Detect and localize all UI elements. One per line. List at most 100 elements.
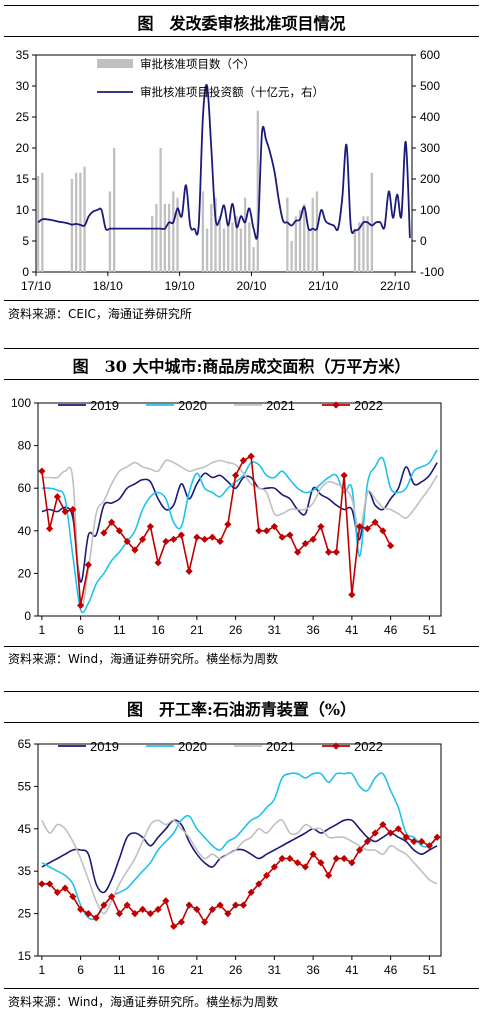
chart3-series-2022-point — [84, 910, 92, 918]
chart3-series-2022-point — [394, 825, 402, 833]
chart3-series-2022-point — [294, 859, 302, 867]
chart1-bar — [243, 197, 247, 272]
chart1-right-tick-label: 0 — [420, 234, 427, 248]
chart3-series-2022-point — [100, 901, 108, 909]
chart2-series-2022-point — [177, 531, 185, 539]
chart2-x-tick-label: 6 — [77, 623, 84, 637]
chart1-bar — [235, 216, 238, 272]
chart3-x-tick-label: 16 — [151, 963, 165, 977]
chart2-series-2022-point — [332, 548, 340, 556]
chart3-series-2022-point — [239, 901, 247, 909]
chart2-series-2022-point — [123, 537, 131, 546]
chart1-bar — [298, 210, 302, 272]
chart2-series-2022-point — [201, 535, 209, 543]
chart1-right-tick-label: 500 — [420, 79, 440, 93]
chart2-source: 资料来源：Wind，海通证券研究所。横坐标为周数 — [8, 652, 279, 666]
chart1-right-tick-label: -100 — [420, 265, 444, 279]
chart3-y-tick-label: 15 — [18, 949, 32, 963]
chart1-bar — [74, 172, 78, 272]
chart1-left-tick-label: 20 — [16, 141, 30, 155]
chart1-bar — [83, 166, 86, 272]
chart1-bar — [36, 175, 40, 272]
chart3-series-2022-point — [123, 901, 131, 909]
chart2-series-2022-point — [371, 518, 379, 526]
chart2-series-2022-point — [170, 535, 178, 543]
chart1-bar — [307, 228, 310, 272]
chart3-series-2022-point — [325, 871, 333, 880]
chart3-x-tick-label: 31 — [268, 963, 282, 977]
chart3-series-2022-line — [41, 823, 438, 928]
chart2-series-2022-point — [286, 531, 294, 539]
chart3-series-2022-point — [332, 854, 340, 863]
chart1-left-tick-label: 25 — [16, 110, 30, 124]
chart1-bar — [290, 241, 293, 272]
chart1-bar — [112, 148, 116, 272]
chart2-series-2022-point — [69, 505, 77, 514]
chart3-y-tick-label: 65 — [18, 737, 32, 751]
chart3-series-2022-point — [170, 922, 178, 930]
chart2-series-2022-point — [239, 456, 247, 465]
chart2-series-2022-point — [162, 537, 170, 546]
chart1-x-tick-label: 20/10 — [236, 279, 266, 293]
chart2-series-2022-point — [208, 533, 216, 541]
chart1-bar — [205, 228, 209, 272]
chart2-series-2022-point — [53, 493, 61, 501]
chart3-series-2022-point — [154, 905, 162, 913]
chart2-series-2022-point — [108, 518, 116, 526]
chart2-series-2022-line — [103, 455, 392, 595]
chart2-series-2022-point — [317, 522, 325, 531]
chart3-y-tick-label: 45 — [18, 822, 32, 836]
chart1-bar — [163, 203, 167, 272]
chart1-left-tick-label: 15 — [16, 172, 30, 186]
panel2-source-rule — [4, 646, 479, 647]
chart3-series-2022-point — [425, 842, 433, 850]
chart3-y-tick-label: 55 — [18, 779, 32, 793]
chart2-series-2022-point — [224, 520, 232, 529]
chart3-x-tick-label: 41 — [345, 963, 359, 977]
chart2-series-2022-point — [309, 535, 317, 543]
chart1-legend-bar-label: 审批核准项目数（个） — [140, 57, 255, 71]
chart1-bar — [201, 191, 205, 272]
chart2-legend-marker-2022 — [332, 401, 340, 409]
chart1-bar — [311, 197, 314, 272]
chart2-series-2022-point — [46, 525, 54, 533]
chart3-series-2022-point — [216, 901, 224, 909]
chart1-left-tick-label: 5 — [22, 234, 29, 248]
chart2-legend-label-2022: 2022 — [354, 398, 383, 413]
chart1-bar — [155, 203, 158, 272]
chart2-y-tick-label: 40 — [18, 524, 32, 538]
chart3-series-2022-point — [92, 914, 100, 922]
chart3-legend-label-2022: 2022 — [354, 739, 383, 754]
chart2-series-2019-line — [41, 462, 438, 583]
chart2-y-tick-label: 60 — [18, 481, 32, 495]
chart2-legend-label-2019: 2019 — [90, 398, 119, 413]
chart1-right-tick-label: 400 — [420, 110, 440, 124]
chart2-series-2022-point — [247, 452, 255, 460]
chart3-x-tick-label: 46 — [384, 963, 398, 977]
chart3-series-2022-point — [263, 871, 271, 880]
chart2-series-2022-point — [387, 542, 395, 550]
chart2-series-2022-point — [325, 548, 333, 556]
chart1-legend-line-label: 审批核准项目投资额（十亿元，右） — [140, 85, 324, 99]
chart2-x-tick-label: 36 — [306, 623, 320, 637]
chart1-bar — [222, 228, 226, 272]
chart2-series-2022-point — [232, 471, 240, 480]
chart2-series-2022-point — [255, 527, 263, 535]
chart2-series-2022-point — [146, 522, 154, 531]
chart1-bar — [210, 203, 213, 272]
chart1-bar — [286, 197, 289, 272]
chart2-x-tick-label: 51 — [423, 623, 437, 637]
chart3-series-2022-point — [177, 918, 185, 926]
chart2-x-tick-label: 16 — [151, 623, 165, 637]
chart1-bar — [41, 172, 44, 272]
chart3-y-tick-label: 25 — [18, 907, 32, 921]
chart3-legend-marker-2022 — [332, 742, 340, 750]
chart2-x-tick-label: 11 — [113, 623, 126, 637]
chart3-series-2019-line — [41, 818, 438, 894]
panel3-title-rule — [4, 722, 479, 723]
chart1-bar — [167, 203, 171, 272]
chart2-series-2022-point — [348, 591, 356, 599]
chart3-x-tick-label: 1 — [39, 963, 46, 977]
chart1-bar — [108, 191, 112, 272]
